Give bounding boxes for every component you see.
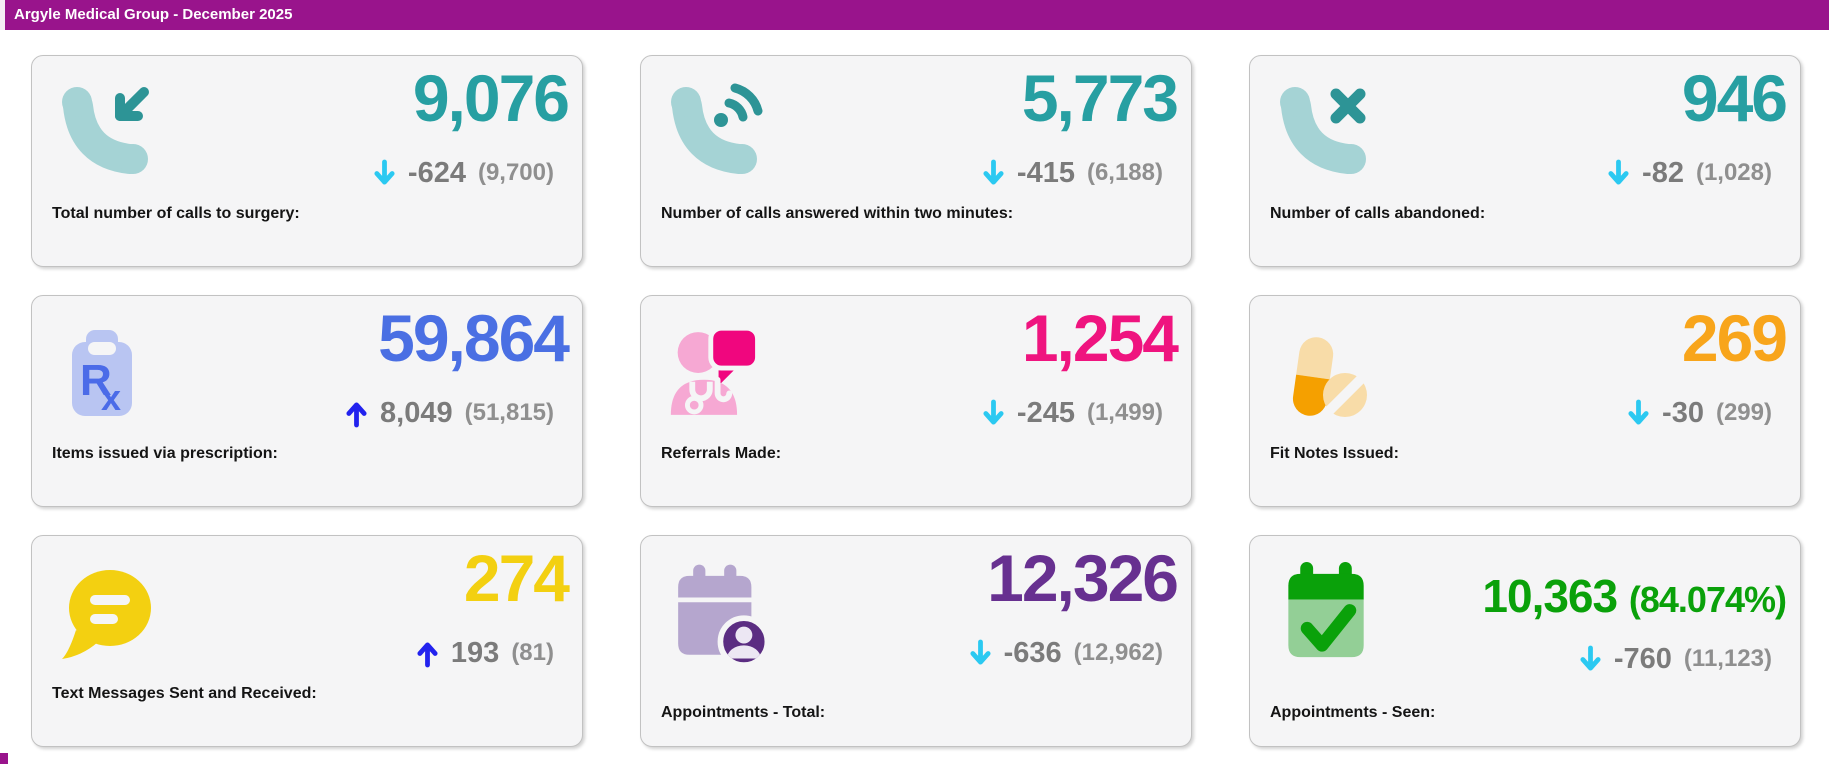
stat-change: -82 (1,028) bbox=[1607, 154, 1772, 192]
previous-value: (299) bbox=[1715, 399, 1772, 426]
stat-label: Items issued via prescription: bbox=[52, 445, 278, 462]
stat-value: 12,326 bbox=[987, 541, 1179, 615]
arrow-down-icon bbox=[1627, 399, 1650, 428]
stat-card-calls-total: 9,076 -624 (9,700) Total number of calls… bbox=[31, 55, 583, 267]
arrow-up-icon bbox=[416, 639, 439, 668]
delta-value: -415 bbox=[1016, 156, 1075, 189]
stat-value-percent: (84.074%) bbox=[1628, 579, 1787, 620]
stat-value: 1,254 bbox=[1021, 301, 1179, 375]
previous-value: (51,815) bbox=[464, 399, 554, 426]
stat-card-appointments-seen: 10,363 (84.074%) -760 (11,123) Appointme… bbox=[1249, 535, 1801, 747]
previous-value: (12,962) bbox=[1073, 639, 1163, 666]
stat-change: -624 (9,700) bbox=[373, 154, 554, 192]
footer-accent bbox=[0, 753, 8, 764]
stat-card-appointments-total: 12,326 -636 (12,962) Appointments - Tota… bbox=[640, 535, 1192, 747]
delta-value: -82 bbox=[1642, 156, 1684, 189]
stat-value: 269 bbox=[1681, 301, 1788, 375]
arrow-down-icon bbox=[982, 399, 1005, 428]
stat-change: -415 (6,188) bbox=[982, 154, 1163, 192]
stat-label: Appointments - Total: bbox=[661, 704, 826, 721]
arrow-down-icon bbox=[1607, 159, 1630, 188]
stat-change: -30 (299) bbox=[1627, 394, 1772, 432]
calendar-check-icon bbox=[1274, 556, 1382, 670]
message-bubble-icon bbox=[56, 562, 156, 662]
phone-incoming-icon bbox=[56, 82, 156, 182]
delta-value: -245 bbox=[1016, 396, 1075, 429]
stat-value: 9,076 bbox=[412, 61, 570, 135]
stat-label: Text Messages Sent and Received: bbox=[52, 685, 317, 702]
calendar-user-icon bbox=[665, 556, 773, 670]
svg-text:x: x bbox=[101, 377, 121, 418]
stat-change: 193 (81) bbox=[416, 634, 554, 672]
previous-value: (11,123) bbox=[1683, 645, 1772, 672]
stat-card-prescriptions: R x 59,864 8,049 (51,815) Items issued v… bbox=[31, 295, 583, 507]
stat-change: 8,049 (51,815) bbox=[345, 394, 554, 432]
delta-value: -636 bbox=[1003, 636, 1062, 669]
delta-value: -30 bbox=[1662, 396, 1704, 429]
arrow-down-icon bbox=[373, 159, 396, 188]
prescription-icon: R x bbox=[56, 322, 156, 422]
stat-change: -760 (11,123) bbox=[1579, 640, 1772, 678]
referral-doctor-message-icon bbox=[665, 322, 777, 422]
delta-value: 193 bbox=[450, 636, 500, 669]
previous-value: (81) bbox=[511, 639, 554, 666]
stat-label: Appointments - Seen: bbox=[1270, 704, 1436, 721]
stat-label: Fit Notes Issued: bbox=[1270, 445, 1399, 462]
stat-card-calls-answered: 5,773 -415 (6,188) Number of calls answe… bbox=[640, 55, 1192, 267]
previous-value: (6,188) bbox=[1086, 159, 1163, 186]
stat-value: 274 bbox=[463, 541, 570, 615]
svg-text:R: R bbox=[80, 356, 112, 405]
arrow-down-icon bbox=[982, 159, 1005, 188]
arrow-down-icon bbox=[969, 639, 992, 668]
delta-value: 8,049 bbox=[380, 396, 453, 429]
previous-value: (1,499) bbox=[1086, 399, 1163, 426]
stat-change: -636 (12,962) bbox=[969, 634, 1163, 672]
stat-value: 946 bbox=[1681, 61, 1788, 135]
stat-card-text-messages: 274 193 (81) Text Messages Sent and Rece… bbox=[31, 535, 583, 747]
stat-change: -245 (1,499) bbox=[982, 394, 1163, 432]
delta-value: -760 bbox=[1613, 642, 1672, 675]
arrow-up-icon bbox=[345, 399, 368, 428]
stat-value: 59,864 bbox=[378, 301, 570, 375]
stat-value: 10,363 (84.074%) bbox=[1482, 570, 1787, 622]
kpi-grid: 9,076 -624 (9,700) Total number of calls… bbox=[0, 30, 1829, 747]
previous-value: (9,700) bbox=[477, 159, 554, 186]
stat-label: Number of calls abandoned: bbox=[1270, 205, 1486, 222]
stat-label: Number of calls answered within two minu… bbox=[661, 205, 1014, 222]
header-edge-strip bbox=[0, 0, 5, 30]
stat-label: Referrals Made: bbox=[661, 445, 782, 462]
stat-value: 5,773 bbox=[1021, 61, 1179, 135]
stat-label: Total number of calls to surgery: bbox=[52, 205, 300, 222]
page-title: Argyle Medical Group - December 2025 bbox=[14, 6, 293, 23]
previous-value: (1,028) bbox=[1695, 159, 1772, 186]
stat-card-fit-notes: 269 -30 (299) Fit Notes Issued: bbox=[1249, 295, 1801, 507]
app-header: Argyle Medical Group - December 2025 bbox=[0, 0, 1829, 30]
delta-value: -624 bbox=[407, 156, 466, 189]
stat-card-referrals: 1,254 -245 (1,499) Referrals Made: bbox=[640, 295, 1192, 507]
pills-icon bbox=[1274, 322, 1374, 422]
phone-abandoned-icon bbox=[1274, 82, 1374, 182]
stat-card-calls-abandoned: 946 -82 (1,028) Number of calls abandone… bbox=[1249, 55, 1801, 267]
arrow-down-icon bbox=[1579, 645, 1602, 674]
phone-volume-icon bbox=[665, 82, 765, 182]
